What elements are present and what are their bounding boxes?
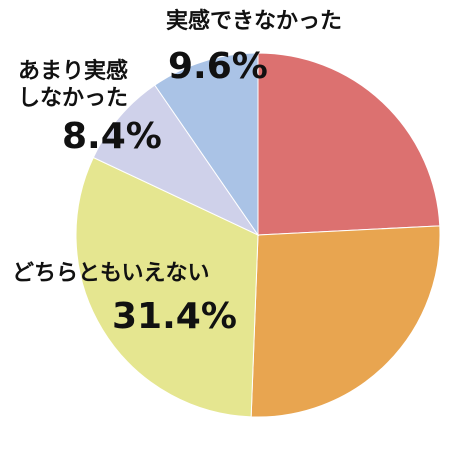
value-label: 8.4% — [62, 116, 162, 157]
category-label: 実感できなかった — [166, 9, 343, 34]
value-label: 9.6% — [168, 46, 268, 87]
value-label: 31.4% — [112, 296, 237, 337]
pie-slice — [75, 156, 259, 418]
pie-slice — [92, 84, 260, 237]
pie-slice — [250, 225, 441, 418]
pie-slice — [154, 52, 259, 237]
pie-slice — [257, 52, 441, 236]
category-label: あまり実感しなかった — [18, 59, 129, 111]
category-label: どちらともいえない — [12, 261, 210, 286]
